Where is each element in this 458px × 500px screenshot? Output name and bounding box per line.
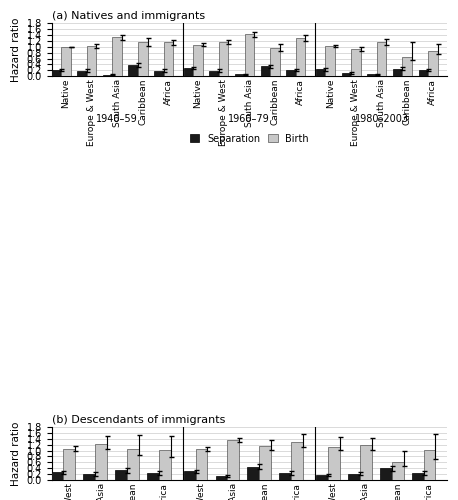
Text: (b) Descendants of immigrants: (b) Descendants of immigrants — [52, 415, 225, 425]
Bar — [326, 46, 335, 76]
Bar — [164, 42, 173, 76]
Bar — [193, 44, 203, 76]
Bar — [348, 474, 360, 480]
Bar — [261, 66, 270, 76]
Bar — [51, 472, 63, 480]
Bar — [228, 440, 240, 480]
Bar — [428, 50, 438, 76]
Bar — [342, 73, 351, 76]
Bar — [291, 442, 303, 480]
Bar — [377, 42, 386, 76]
Text: 1980–2003: 1980–2003 — [354, 114, 409, 124]
Bar — [95, 444, 107, 480]
Y-axis label: Hazard ratio: Hazard ratio — [11, 18, 21, 82]
Bar — [286, 70, 296, 76]
Bar — [259, 446, 271, 480]
Bar — [209, 70, 219, 76]
Bar — [115, 470, 127, 480]
Bar — [424, 450, 436, 480]
Y-axis label: Hazard ratio: Hazard ratio — [11, 422, 21, 486]
Bar — [128, 66, 138, 76]
Bar — [147, 473, 159, 480]
Legend: Separation, Birth: Separation, Birth — [185, 130, 313, 148]
Bar — [184, 471, 196, 480]
Bar — [360, 445, 371, 480]
Bar — [103, 74, 112, 76]
Bar — [367, 74, 377, 76]
Bar — [270, 48, 280, 76]
Bar — [296, 38, 305, 76]
Text: 1940–59: 1940–59 — [96, 114, 138, 124]
Bar — [245, 34, 254, 76]
Bar — [154, 70, 164, 76]
Bar — [51, 70, 61, 76]
Bar — [412, 473, 424, 480]
Bar — [403, 57, 412, 76]
Bar — [219, 42, 229, 76]
Bar — [235, 74, 245, 76]
Bar — [351, 49, 360, 76]
Bar — [328, 447, 340, 480]
Bar — [419, 70, 428, 76]
Bar — [316, 70, 326, 76]
Bar — [61, 47, 71, 76]
Bar — [316, 476, 328, 480]
Bar — [63, 449, 75, 480]
Bar — [279, 473, 291, 480]
Bar — [393, 68, 403, 76]
Bar — [127, 449, 139, 480]
Bar — [247, 467, 259, 480]
Bar — [83, 474, 95, 480]
Text: (a) Natives and immigrants: (a) Natives and immigrants — [52, 11, 205, 21]
Bar — [159, 450, 171, 480]
Text: 1960–79: 1960–79 — [229, 114, 270, 124]
Bar — [392, 462, 403, 480]
Bar — [77, 70, 87, 76]
Bar — [112, 38, 122, 76]
Bar — [87, 46, 96, 76]
Bar — [380, 468, 392, 480]
Bar — [196, 449, 207, 480]
Bar — [216, 476, 228, 480]
Bar — [138, 42, 147, 76]
Bar — [184, 68, 193, 76]
